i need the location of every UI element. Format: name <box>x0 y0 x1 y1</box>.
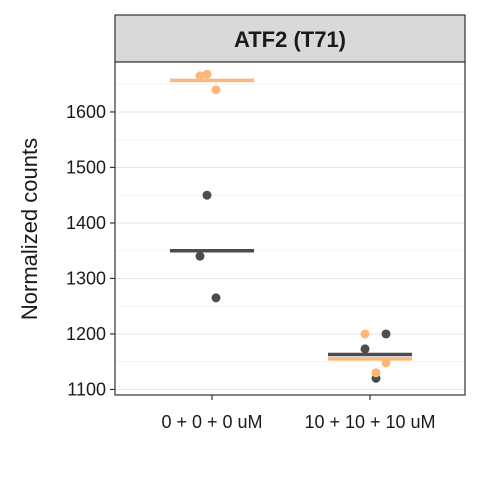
data-point <box>195 251 205 261</box>
y-tick-label: 1200 <box>66 324 106 344</box>
data-point <box>371 368 381 378</box>
x-axis: 0 + 0 + 0 uM 10 + 10 + 10 uM <box>161 395 436 432</box>
y-axis-title: Normalized counts <box>17 138 42 320</box>
y-tick-label: 1400 <box>66 213 106 233</box>
data-point <box>360 344 370 354</box>
x-tick-label: 0 + 0 + 0 uM <box>161 412 262 432</box>
x-tick-label: 10 + 10 + 10 uM <box>304 412 435 432</box>
facet-strip <box>114 14 466 63</box>
data-point <box>381 358 391 368</box>
data-point <box>195 71 205 81</box>
data-point <box>360 329 370 339</box>
plot-panel-border <box>114 61 466 396</box>
y-tick-label: 1500 <box>66 157 106 177</box>
y-axis: 1100 1200 1300 1400 1500 1600 <box>66 102 115 399</box>
plot-panel <box>115 62 465 395</box>
facet-title: ATF2 (T71) <box>234 27 346 52</box>
data-point <box>202 190 212 200</box>
y-tick-label: 1600 <box>66 102 106 122</box>
data-point <box>211 85 221 95</box>
data-point <box>211 293 221 303</box>
data-point <box>202 69 212 79</box>
data-marks <box>170 69 412 383</box>
y-tick-label: 1100 <box>67 379 106 399</box>
y-tick-label: 1300 <box>66 268 106 288</box>
data-point <box>381 329 391 339</box>
